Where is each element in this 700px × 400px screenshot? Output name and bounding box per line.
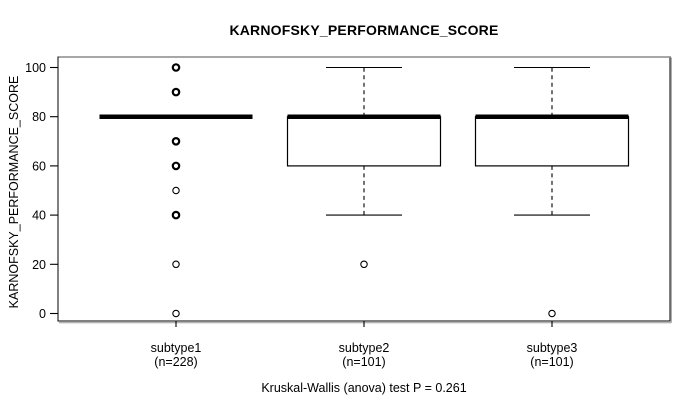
boxplot-group-subtype2: subtype2(n=101) bbox=[286, 66, 442, 369]
y-axis-tick-label: 40 bbox=[32, 209, 46, 223]
outlier-point bbox=[171, 63, 181, 72]
y-axis-tick-label: 20 bbox=[32, 258, 46, 272]
outlier-point bbox=[171, 210, 181, 220]
group-label: subtype1 bbox=[151, 341, 202, 355]
boxplot-group-subtype3: subtype3(n=101) bbox=[474, 66, 630, 369]
outlier-point bbox=[171, 87, 181, 97]
y-axis-tick-label: 60 bbox=[32, 159, 46, 173]
group-sublabel: (n=101) bbox=[530, 355, 573, 369]
y-axis-tick-label: 80 bbox=[32, 110, 46, 124]
iqr-box bbox=[474, 116, 630, 167]
boxplot-group-subtype1: subtype1(n=228) bbox=[99, 63, 253, 369]
group-sublabel: (n=228) bbox=[154, 355, 197, 369]
outlier-point bbox=[172, 186, 180, 195]
chart-title: KARNOFSKY_PERFORMANCE_SCORE bbox=[229, 22, 499, 38]
outlier-point bbox=[360, 260, 368, 269]
iqr-box bbox=[286, 116, 442, 167]
outlier-point bbox=[172, 309, 180, 318]
outlier-point bbox=[172, 260, 180, 269]
y-axis-tick-label: 100 bbox=[25, 61, 46, 75]
stats-caption: Kruskal-Wallis (anova) test P = 0.261 bbox=[261, 381, 467, 395]
group-label: subtype3 bbox=[527, 341, 578, 355]
outlier-point bbox=[171, 137, 181, 146]
y-axis-tick-label: 0 bbox=[39, 307, 46, 321]
group-label: subtype2 bbox=[339, 341, 390, 355]
outlier-point bbox=[171, 161, 181, 171]
outlier-point bbox=[548, 309, 556, 318]
group-sublabel: (n=101) bbox=[342, 355, 385, 369]
